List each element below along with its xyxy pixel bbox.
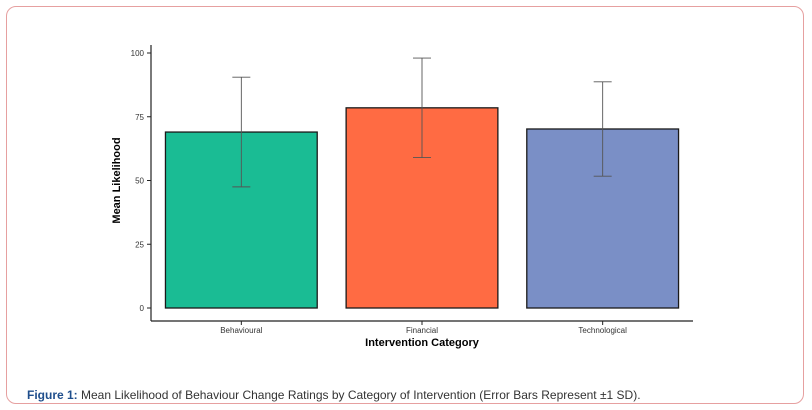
y-tick-label: 50 [135, 177, 144, 186]
y-tick-label: 100 [131, 49, 145, 58]
y-tick-label: 75 [135, 113, 144, 122]
y-tick-label: 0 [140, 304, 145, 313]
x-tick-label: Behavioural [220, 326, 262, 335]
y-tick-label: 25 [135, 240, 144, 249]
x-axis-label: Intervention Category [365, 337, 480, 349]
bar-technological [526, 128, 680, 309]
y-axis: 0 25 50 75 100 [131, 45, 152, 321]
caption-text: Mean Likelihood of Behaviour Change Rati… [77, 388, 641, 402]
chart-svg: 0 25 50 75 100 Behavioural Financial Technolog… [111, 45, 693, 349]
x-axis: Behavioural Financial Technological [151, 320, 693, 335]
error-bars-group [232, 57, 612, 188]
x-tick-label: Technological [578, 326, 627, 335]
y-axis-label: Mean Likelihood [111, 137, 123, 223]
figure-card: 0 25 50 75 100 Behavioural Financial Technolog… [6, 6, 804, 404]
figure-caption: Figure 1: Mean Likelihood of Behaviour C… [27, 388, 641, 402]
caption-label: Figure 1: [27, 388, 78, 402]
bar-chart: 0 25 50 75 100 Behavioural Financial Technolog… [107, 39, 707, 359]
x-tick-label: Financial [406, 326, 438, 335]
